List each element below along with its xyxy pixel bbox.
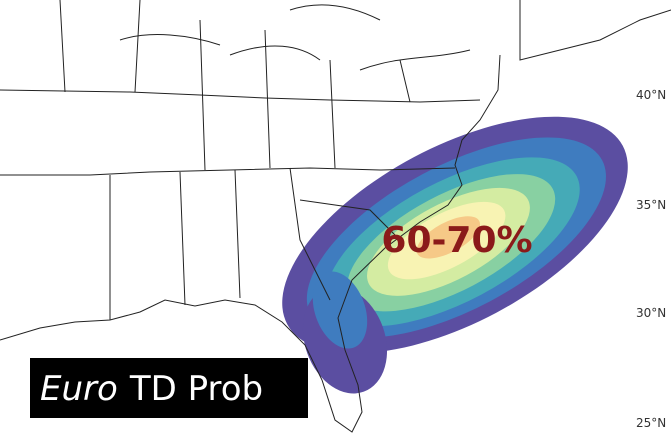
lat-label: 30°N: [636, 306, 666, 320]
prob-band: [312, 271, 368, 349]
lat-label: 25°N: [636, 416, 666, 430]
probability-shading: [282, 116, 628, 394]
caption-model: Euro: [40, 369, 118, 409]
state-line: [0, 167, 456, 176]
state-line: [59, 0, 411, 171]
caption-product: TD Prob: [129, 369, 263, 409]
state-line: [109, 167, 396, 320]
state-line: [0, 89, 481, 103]
probability-annotation: 60-70%: [381, 220, 532, 261]
caption-box: [30, 358, 308, 418]
state-line: [519, 0, 671, 61]
caption: Euro TD Prob: [40, 369, 263, 409]
prob-band: [416, 216, 481, 259]
lake-shore: [119, 4, 471, 71]
coastline: [0, 54, 501, 433]
borders: [0, 0, 671, 433]
lat-label: 40°N: [636, 88, 666, 102]
lat-label: 35°N: [636, 198, 666, 212]
